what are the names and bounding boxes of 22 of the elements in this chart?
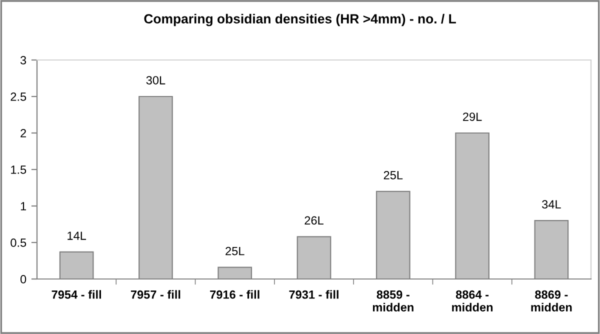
annotation: 34L — [542, 200, 561, 209]
x-tick-label: 7957 - fill — [130, 290, 180, 299]
x-tick-label: 8859 - midden — [372, 290, 414, 312]
x-tick-label: 8869 - midden — [531, 290, 572, 312]
x-tick-label: 8864 - midden — [452, 290, 493, 312]
annotation: 26L — [304, 216, 324, 225]
x-tick-label: 7954 - fill — [52, 290, 101, 299]
annotation: 25L — [384, 170, 403, 180]
annotation: 25L — [226, 246, 244, 256]
x-tick-label: 7931 - fill — [289, 290, 338, 299]
annotation: 14L — [68, 232, 86, 240]
y-tick-label: 1 — [20, 202, 26, 210]
chart-title: Comparing obsidian densities (HR >4mm) - no. / L — [144, 14, 456, 26]
y-tick-label: 2.5 — [10, 92, 26, 101]
annotation: 29L — [463, 112, 482, 121]
annotation: 30L — [146, 76, 166, 84]
y-tick-label: 2 — [20, 129, 26, 138]
y-tick-label: 0.5 — [10, 238, 26, 247]
x-tick-label: 7916 - fill — [210, 290, 260, 299]
y-tick-label: 1.5 — [11, 166, 26, 174]
y-tick-label: 0 — [20, 275, 26, 284]
y-tick-label: 3 — [20, 56, 26, 64]
